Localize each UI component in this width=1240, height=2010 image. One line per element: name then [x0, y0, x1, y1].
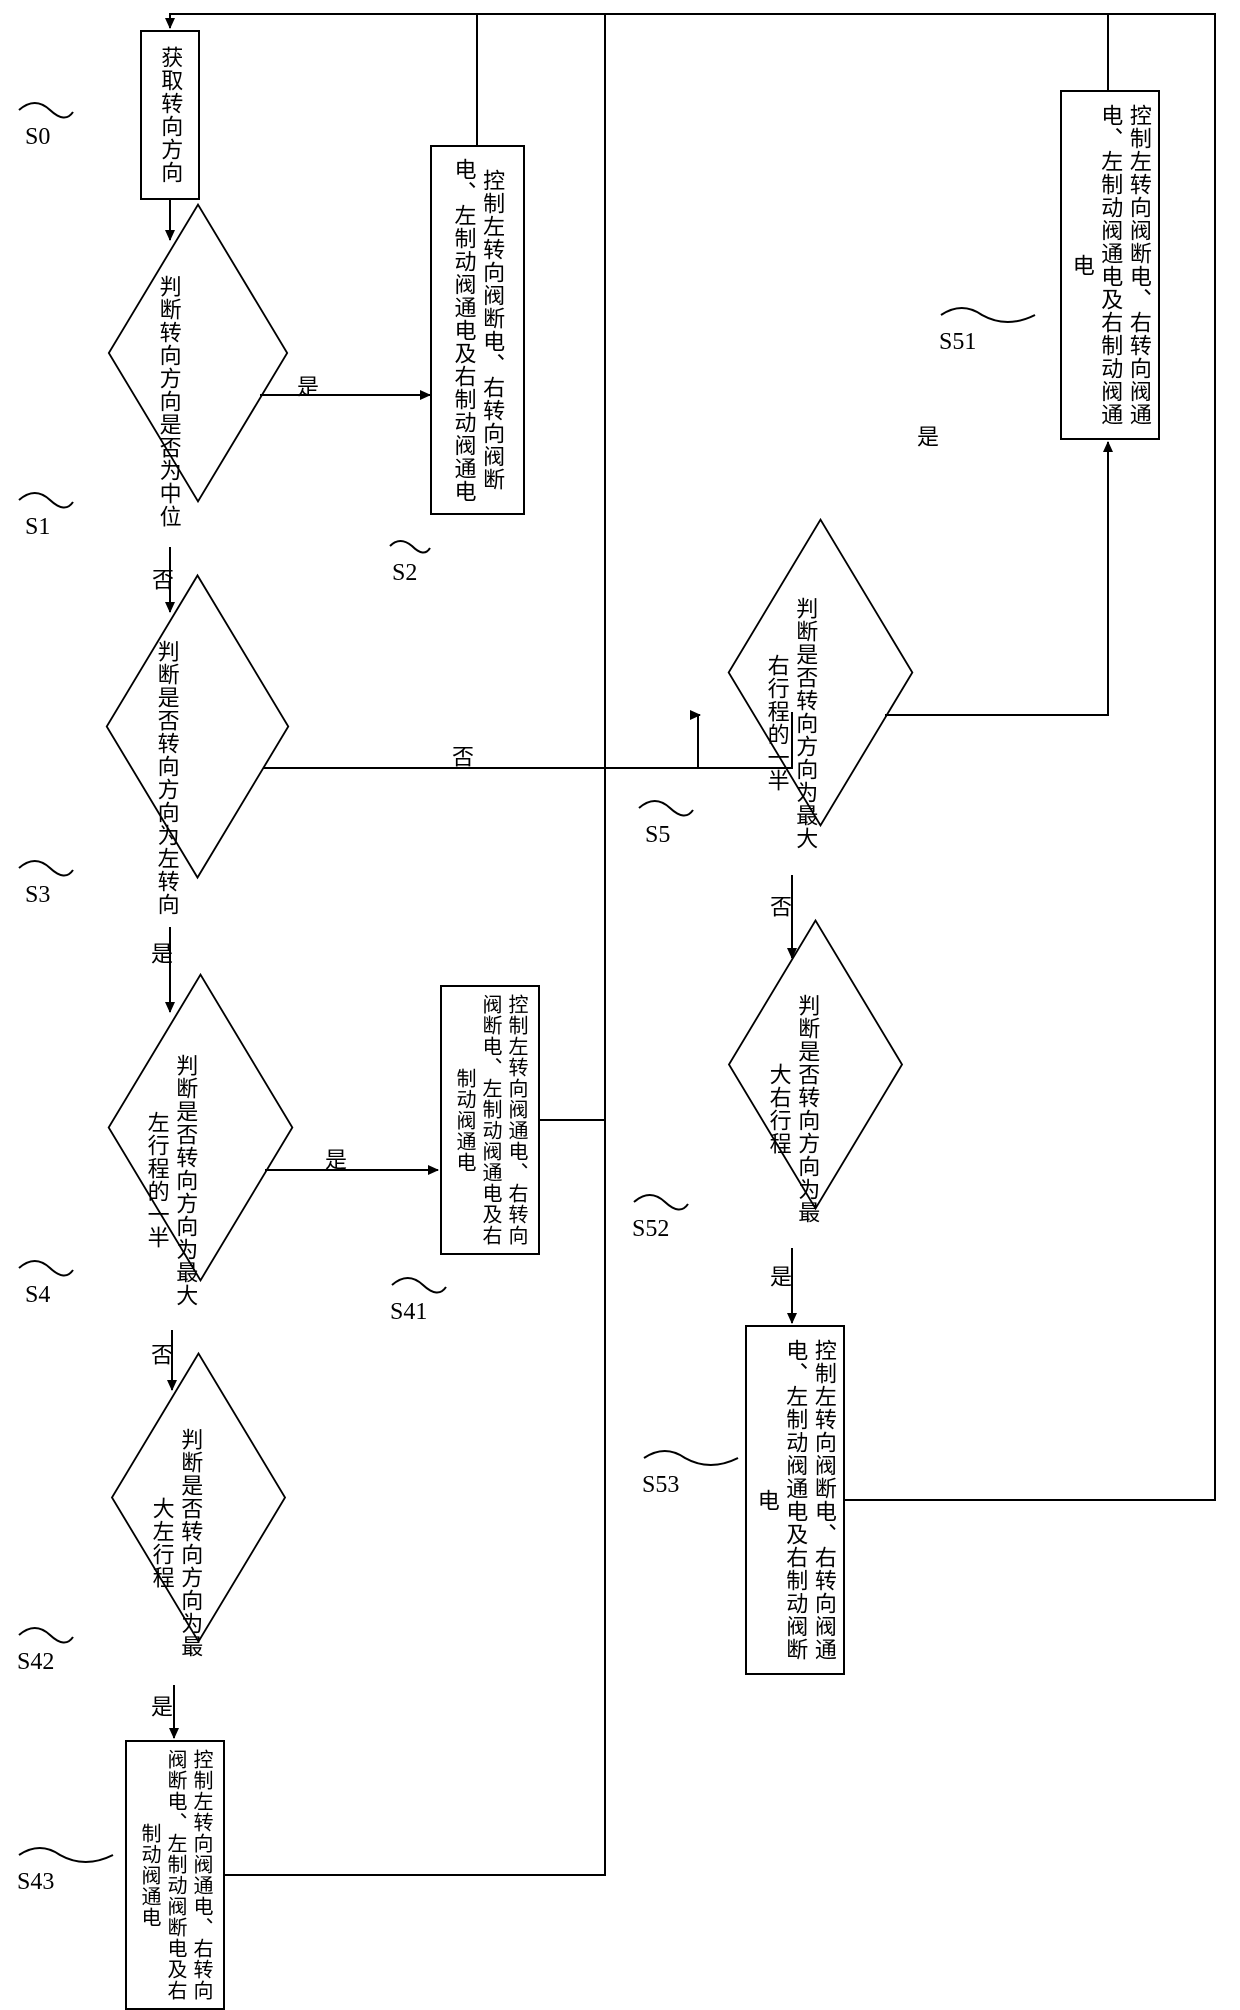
node-s2-text: 控制左转向阀断电、右转向阀断电、左制动阀通电及右制动阀通电 — [449, 153, 506, 507]
label-s3-no: 否 — [445, 745, 477, 767]
id-s42: S42 — [15, 1625, 75, 1665]
label-s5-no: 否 — [763, 895, 795, 917]
label-s3-yes: 是 — [144, 942, 176, 964]
node-s42: 判断是否转向方向为最大左行程 — [85, 1387, 265, 1687]
id-s1: S1 — [15, 490, 75, 530]
node-s3-text: 判断是否转向方向为左转向 — [152, 633, 181, 923]
node-s41: 控制左转向阀通电、右转向阀断电、左制动阀通电及右制动阀通电 — [440, 985, 540, 1255]
label-s4-yes: 是 — [318, 1148, 350, 1170]
node-s52-text: 判断是否转向方向为最大右行程 — [764, 993, 821, 1225]
node-s5-text: 判断是否转向方向为最大右行程的一半 — [762, 593, 819, 853]
node-s41-text: 控制左转向阀通电、右转向阀断电、左制动阀通电及右制动阀通电 — [451, 993, 529, 1247]
node-s3: 判断是否转向方向为左转向 — [78, 610, 263, 928]
label-s1-yes: 是 — [290, 375, 322, 397]
node-s0: 获取转向方向 — [140, 30, 200, 200]
node-s4-text: 判断是否转向方向为最大左行程的一半 — [142, 1050, 199, 1310]
node-s43-text: 控制左转向阀通电、右转向阀断电、左制动阀断电及右制动阀通电 — [136, 1748, 214, 2002]
node-s2: 控制左转向阀断电、右转向阀断电、左制动阀通电及右制动阀通电 — [430, 145, 525, 515]
node-s52: 判断是否转向方向为最大右行程 — [702, 955, 882, 1250]
node-s53: 控制左转向阀断电、右转向阀通电、左制动阀通电及右制动阀断电 — [745, 1325, 845, 1675]
id-s52: S52 — [630, 1192, 690, 1232]
label-s4-no: 否 — [144, 1343, 176, 1365]
id-s4: S4 — [15, 1258, 75, 1298]
node-s42-text: 判断是否转向方向为最大左行程 — [147, 1427, 204, 1659]
node-s51-text: 控制左转向阀断电、右转向阀通电、左制动阀通电及右制动阀通电 — [1067, 98, 1153, 432]
flowchart-canvas: 获取转向方向 判断转向方向是否为中位 控制左转向阀断电、右转向阀断电、左制动阀通… — [0, 0, 1240, 1903]
id-s0: S0 — [15, 100, 75, 140]
label-s5-yes: 是 — [910, 425, 942, 447]
label-s42-yes: 是 — [144, 1695, 176, 1717]
id-s5: S5 — [635, 798, 695, 838]
label-s1-no: 否 — [145, 568, 177, 590]
id-s53: S53 — [640, 1448, 740, 1488]
node-s0-text: 获取转向方向 — [156, 46, 185, 184]
label-s52-yes: 是 — [763, 1265, 795, 1287]
id-s43: S43 — [15, 1845, 115, 1885]
id-s51: S51 — [937, 305, 1037, 345]
node-s5: 判断是否转向方向为最大右行程的一半 — [700, 555, 885, 875]
node-s51: 控制左转向阀断电、右转向阀通电、左制动阀通电及右制动阀通电 — [1060, 90, 1160, 440]
node-s43: 控制左转向阀通电、右转向阀断电、左制动阀断电及右制动阀通电 — [125, 1740, 225, 2010]
id-s41: S41 — [388, 1275, 448, 1315]
node-s1: 判断转向方向是否为中位 — [80, 238, 260, 548]
node-s4: 判断是否转向方向为最大左行程的一半 — [80, 1010, 265, 1330]
id-s2: S2 — [388, 538, 432, 578]
node-s1-text: 判断转向方向是否为中位 — [154, 266, 183, 536]
node-s53-text: 控制左转向阀断电、右转向阀通电、左制动阀通电及右制动阀断电 — [752, 1333, 838, 1667]
id-s3: S3 — [15, 858, 75, 898]
